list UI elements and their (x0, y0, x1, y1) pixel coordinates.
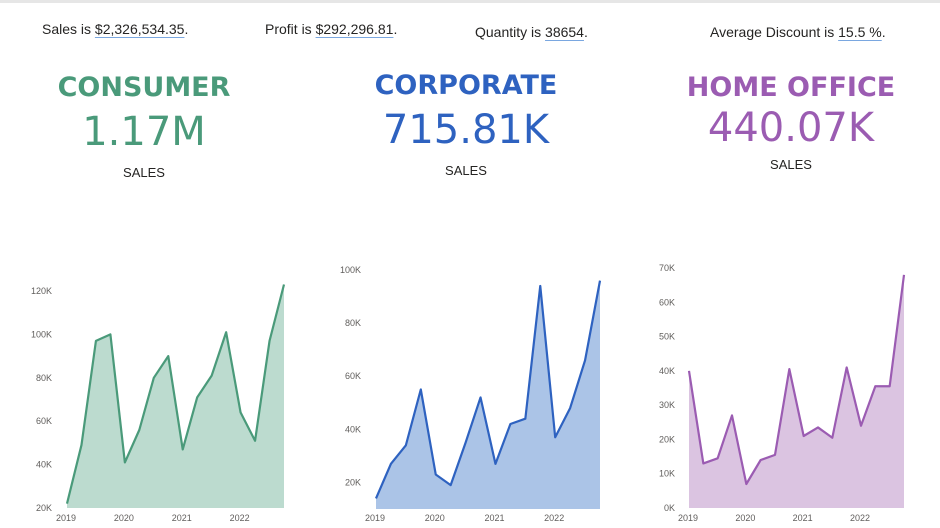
kpi-sales: Sales is $2,326,534.35. (42, 21, 188, 37)
kpi-suffix: . (583, 24, 588, 40)
kpi-suffix: . (393, 21, 398, 37)
segment-value: 715.81K (382, 107, 550, 153)
x-tick-label: 2019 (365, 513, 385, 523)
y-tick-label: 30K (659, 400, 675, 410)
y-tick-label: 0K (664, 503, 675, 513)
segment-card-consumer: CONSUMER 1.17M SALES (0, 72, 294, 180)
kpi-label: Sales is (42, 21, 95, 37)
kpi-label: Average Discount is (710, 24, 839, 40)
x-tick-label: 2020 (114, 513, 134, 523)
y-tick-label: 40K (36, 460, 52, 470)
segment-value: 440.07K (707, 105, 875, 151)
y-tick-label: 100K (31, 329, 52, 339)
kpi-profit: Profit is $292,296.81. (265, 21, 397, 37)
segment-card-corporate: CORPORATE 715.81K SALES (316, 70, 616, 178)
top-border (0, 0, 940, 3)
x-tick-label: 2019 (56, 513, 76, 523)
x-tick-label: 2019 (678, 513, 698, 523)
kpi-value[interactable]: 38654 (545, 24, 584, 40)
y-tick-label: 60K (659, 297, 675, 307)
y-tick-label: 100K (340, 265, 361, 275)
y-tick-label: 50K (659, 332, 675, 342)
x-tick-label: 2022 (230, 513, 250, 523)
kpi-discount: Average Discount is 15.5 %. (710, 24, 886, 40)
y-tick-label: 20K (659, 434, 675, 444)
y-tick-label: 80K (345, 318, 361, 328)
y-tick-label: 40K (345, 424, 361, 434)
series-line (687, 274, 906, 486)
kpi-value[interactable]: $2,326,534.35 (94, 21, 185, 37)
segment-name: CORPORATE (374, 70, 558, 101)
y-tick-label: 10K (659, 469, 675, 479)
kpi-label: Profit is (265, 21, 316, 37)
area-fill (67, 284, 284, 508)
y-tick-label: 60K (345, 371, 361, 381)
x-tick-label: 2021 (793, 513, 813, 523)
x-tick-label: 2021 (484, 513, 504, 523)
x-tick-label: 2022 (544, 513, 564, 523)
x-tick-label: 2020 (735, 513, 755, 523)
segment-label: SALES (123, 165, 165, 180)
series-line (374, 280, 602, 499)
kpi-suffix: . (184, 21, 189, 37)
y-tick-label: 20K (36, 503, 52, 513)
x-tick-label: 2021 (172, 513, 192, 523)
y-tick-label: 40K (659, 366, 675, 376)
kpi-value[interactable]: $292,296.81 (315, 21, 394, 37)
y-tick-label: 70K (659, 263, 675, 273)
y-tick-label: 60K (36, 416, 52, 426)
kpi-value[interactable]: 15.5 % (838, 24, 882, 40)
series-line (65, 284, 286, 504)
y-tick-label: 80K (36, 373, 52, 383)
kpi-quantity: Quantity is 38654. (475, 24, 588, 40)
segment-label: SALES (445, 163, 487, 178)
x-tick-label: 2022 (850, 513, 870, 523)
segment-value: 1.17M (82, 109, 206, 155)
kpi-suffix: . (881, 24, 886, 40)
segment-name: CONSUMER (57, 72, 231, 103)
area-fill (689, 274, 904, 508)
area-fill (376, 280, 600, 509)
segment-card-home-office: HOME OFFICE 440.07K SALES (641, 72, 940, 172)
x-tick-label: 2020 (425, 513, 445, 523)
kpi-label: Quantity is (475, 24, 546, 40)
y-tick-label: 120K (31, 286, 52, 296)
y-tick-label: 20K (345, 477, 361, 487)
segment-label: SALES (770, 157, 812, 172)
segment-name: HOME OFFICE (686, 72, 896, 103)
